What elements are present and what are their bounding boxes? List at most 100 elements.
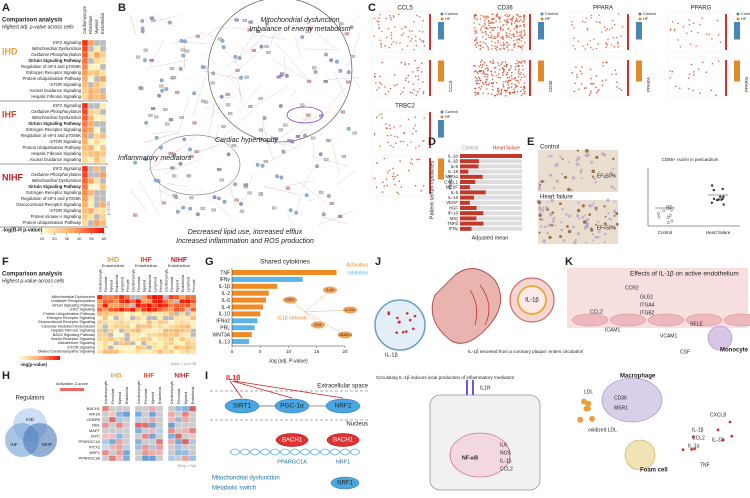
spot (578, 88, 580, 91)
spot (478, 77, 481, 80)
label: Decreased lipid use, increased efflux (188, 229, 303, 236)
line (345, 63, 361, 89)
network-node (338, 331, 352, 339)
node (304, 193, 309, 198)
node (259, 44, 264, 49)
spot (516, 35, 519, 37)
label: IL-5 (451, 190, 459, 195)
spot (415, 94, 418, 96)
line (304, 311, 346, 336)
heat-cell (184, 303, 191, 308)
spot (606, 28, 608, 30)
cell (591, 175, 594, 178)
spot (614, 69, 617, 72)
heat-cell (101, 444, 110, 451)
spot (408, 30, 411, 32)
spot (395, 42, 398, 44)
spot (478, 65, 480, 68)
heat-cell (96, 332, 103, 338)
label: IHF (10, 442, 18, 447)
spot (590, 77, 592, 80)
spot (522, 89, 524, 91)
heat-cell (190, 311, 197, 317)
heat-cell (115, 438, 124, 445)
macrophage (601, 377, 663, 423)
heat-cell (162, 332, 169, 338)
label: Protein Kinase A Signaling (31, 214, 82, 219)
spot (615, 36, 618, 39)
spot (571, 71, 574, 74)
bar (232, 270, 337, 275)
node (233, 182, 237, 187)
spot (475, 91, 477, 94)
spot (505, 73, 508, 76)
node (164, 122, 170, 126)
line (314, 31, 335, 48)
node (278, 104, 283, 108)
spot (505, 34, 508, 37)
spot (374, 72, 376, 75)
spot (392, 178, 395, 180)
spot (710, 89, 713, 92)
line (321, 106, 333, 119)
spot (693, 74, 695, 76)
cell (537, 200, 541, 205)
box (438, 120, 444, 138)
node (324, 158, 329, 162)
spot (405, 26, 408, 28)
heat-cell (101, 433, 110, 440)
legend-bar (42, 228, 104, 233)
label: Aldosterone Signaling (58, 341, 95, 345)
label: Lymphoid (120, 277, 124, 292)
spot (593, 38, 595, 40)
spot (482, 71, 485, 73)
node (170, 166, 175, 170)
spot (606, 43, 609, 46)
spot (601, 84, 604, 87)
spot (613, 45, 616, 48)
heat-cell (146, 328, 153, 333)
node (338, 214, 343, 218)
label: Control (658, 230, 673, 235)
line (172, 32, 205, 44)
heat-cell (146, 332, 153, 338)
spot (508, 43, 510, 46)
spot (514, 62, 517, 65)
node (312, 66, 317, 70)
spot (616, 41, 619, 43)
spot (512, 15, 515, 18)
label: IL-1β (525, 298, 539, 304)
node (180, 48, 185, 52)
spot (389, 144, 392, 147)
colorbar (627, 60, 629, 96)
heat-cell (99, 219, 107, 227)
spot (421, 31, 424, 33)
spot (380, 43, 382, 46)
tick-label: 10 (40, 236, 45, 241)
spot (615, 73, 617, 76)
bar (232, 276, 303, 282)
dot (710, 184, 714, 187)
node (346, 126, 351, 131)
heat-cell (155, 449, 164, 456)
cytokine (690, 447, 693, 451)
node (251, 49, 257, 52)
spot (493, 67, 496, 69)
node (338, 68, 343, 73)
spot (669, 70, 671, 72)
spot (608, 28, 611, 31)
node (275, 174, 279, 179)
heat-cell (162, 345, 169, 350)
bar (232, 311, 261, 317)
heat-cell (140, 303, 147, 308)
heat-cell (81, 189, 89, 197)
label: Heart failure (540, 195, 573, 201)
spot (378, 114, 381, 116)
spot (522, 73, 525, 76)
heat-cell (113, 324, 120, 329)
spot (595, 75, 598, 77)
label: TNF (220, 270, 230, 276)
spot (674, 85, 677, 88)
label: CD40LG (338, 333, 352, 337)
panel-label: K (565, 256, 573, 268)
